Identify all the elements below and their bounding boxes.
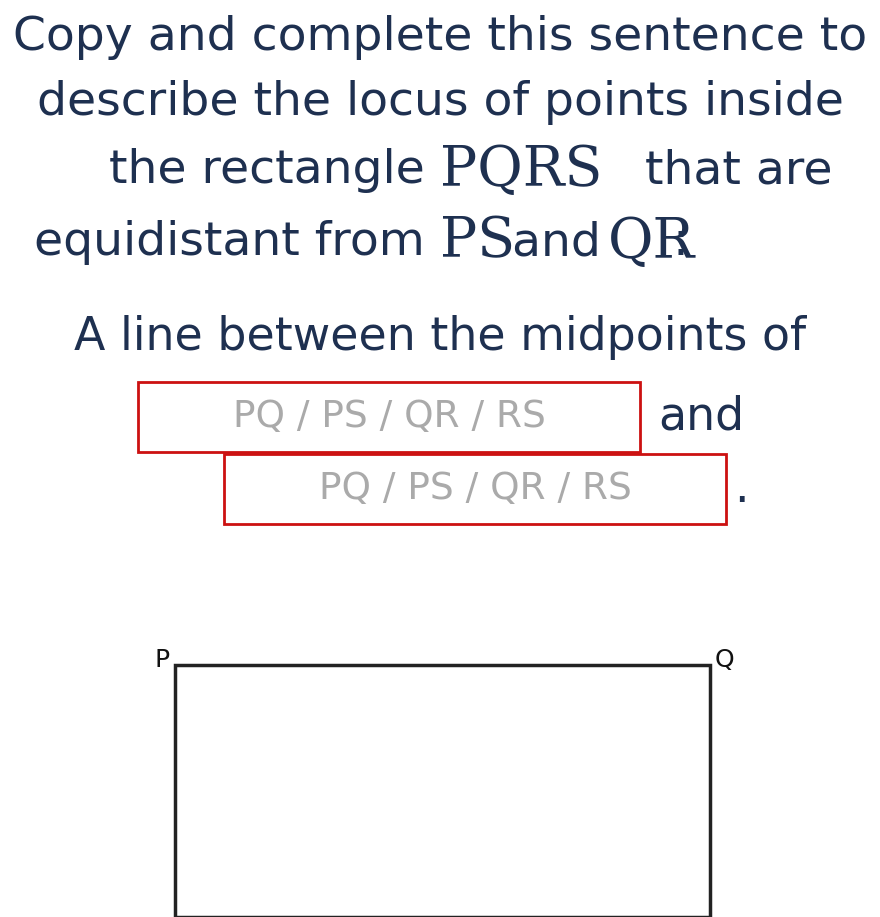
Text: PS: PS [440, 215, 516, 270]
Text: Q: Q [715, 648, 735, 672]
Text: describe the locus of points inside: describe the locus of points inside [37, 80, 843, 125]
Text: QR: QR [608, 215, 695, 270]
Text: :: : [672, 220, 688, 265]
Text: Copy and complete this sentence to: Copy and complete this sentence to [13, 15, 867, 60]
Bar [224, 454, 726, 524]
Text: equidistant from: equidistant from [34, 220, 440, 265]
Bar [138, 382, 640, 452]
Text: A line between the midpoints of: A line between the midpoints of [74, 315, 806, 360]
Text: PQ / PS / QR / RS: PQ / PS / QR / RS [319, 471, 632, 507]
Bar [175, 665, 710, 917]
Text: P: P [155, 648, 170, 672]
Text: .: . [734, 467, 749, 512]
Text: PQ / PS / QR / RS: PQ / PS / QR / RS [232, 399, 546, 435]
Text: PQRS: PQRS [440, 143, 603, 198]
Text: and: and [497, 220, 616, 265]
Text: the rectangle: the rectangle [109, 148, 440, 193]
Text: that are: that are [630, 148, 832, 193]
Text: and: and [658, 394, 744, 439]
